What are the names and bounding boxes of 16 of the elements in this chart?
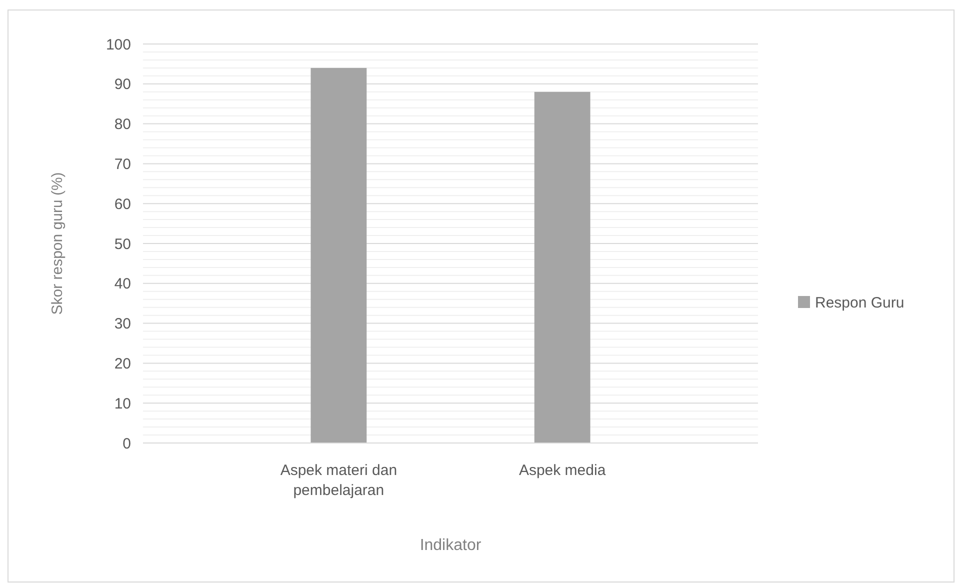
x-axis-title: Indikator <box>420 537 482 554</box>
x-tick-label: Aspek materi dan pembelajaran <box>280 462 398 499</box>
y-tick-label: 70 <box>114 156 131 173</box>
y-tick-label: 10 <box>114 395 131 412</box>
y-tick-label: 60 <box>114 196 131 213</box>
y-tick-label: 80 <box>114 116 131 134</box>
x-tick-label: Aspek media <box>518 462 606 479</box>
y-tick-label: 0 <box>122 435 131 452</box>
legend-label: Respon Guru <box>815 294 904 312</box>
y-tick-label: 30 <box>114 316 131 333</box>
y-tick-label: 90 <box>114 76 131 94</box>
y-tick-label: 40 <box>114 276 131 293</box>
y-tick-label: 50 <box>114 236 131 253</box>
y-axis-title: Skor respon guru (%) <box>49 172 66 315</box>
y-tick-label: 20 <box>114 355 131 372</box>
y-tick-label: 100 <box>106 36 131 54</box>
